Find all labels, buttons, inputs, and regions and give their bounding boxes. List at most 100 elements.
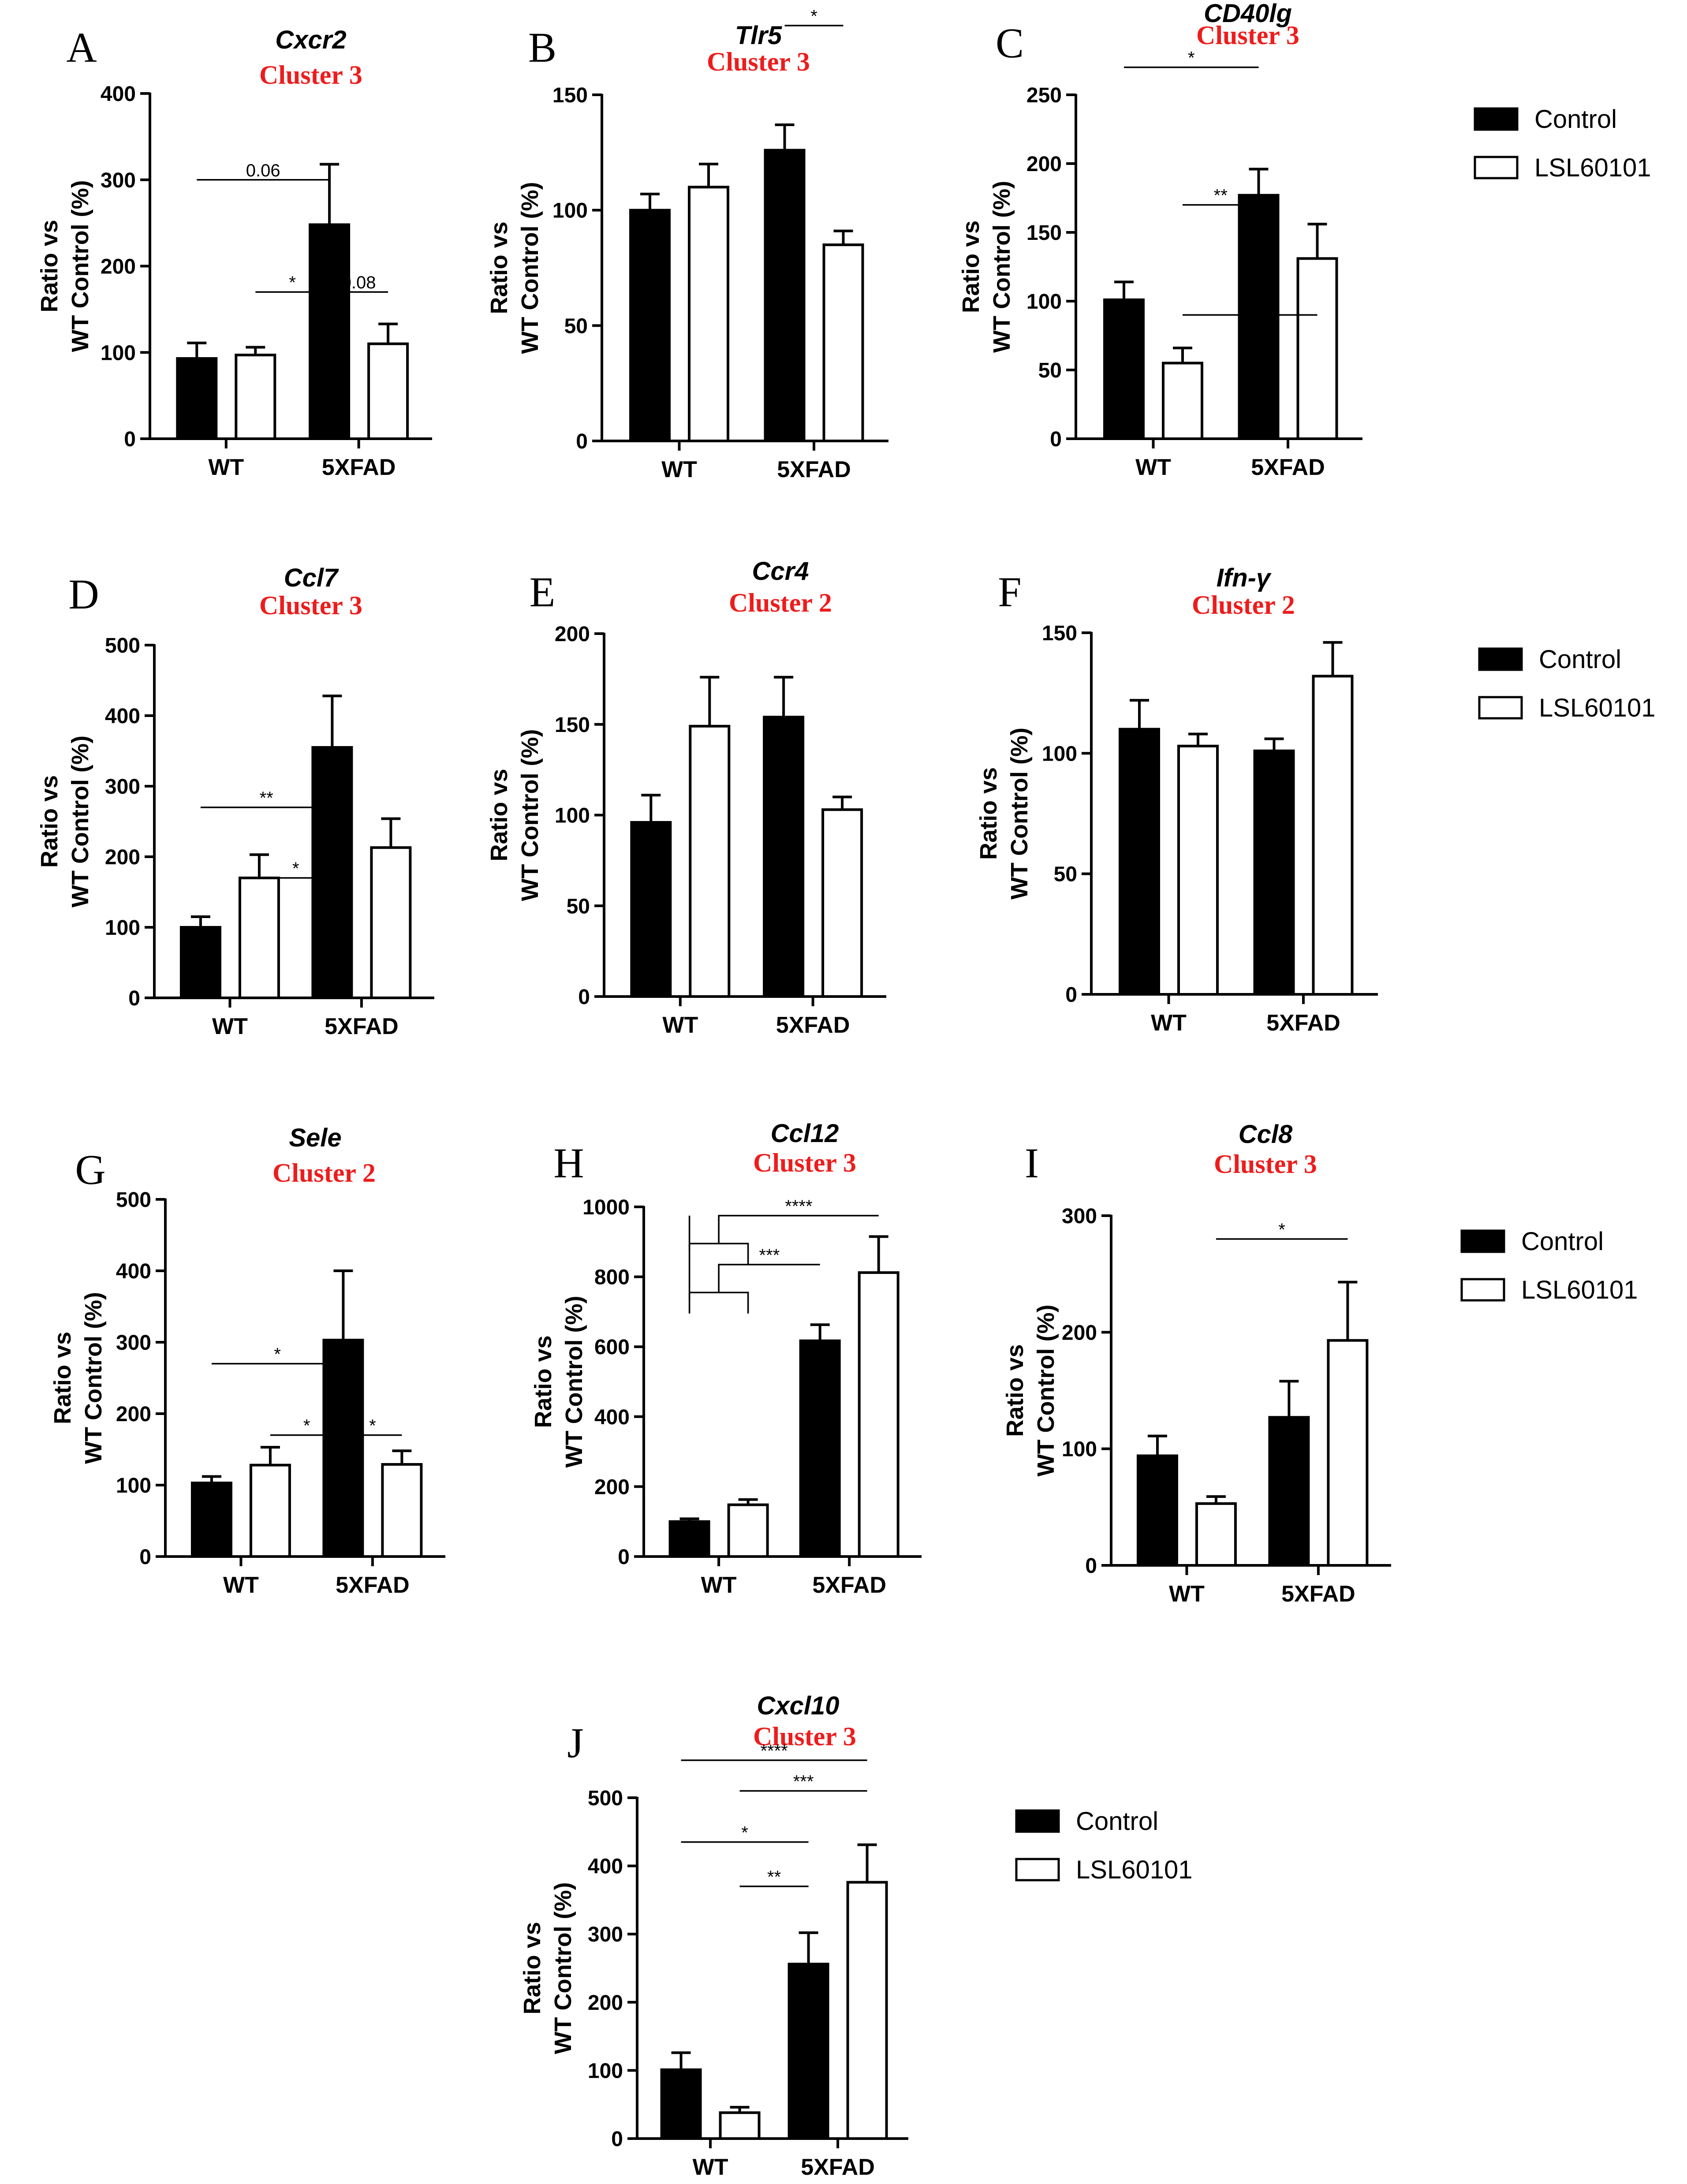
bar-lsl60101-5xfad [821, 808, 863, 998]
x-tick-label: 5XFAD [777, 457, 851, 482]
y-tick-label: 50 [1038, 359, 1062, 382]
legend-swatch-control [1015, 1809, 1060, 1833]
y-tick-label: 0 [576, 430, 588, 453]
bar-lsl60101-wt [249, 1463, 291, 1558]
y-tick-label: 100 [116, 1474, 151, 1497]
bar-lsl60101-wt [727, 1503, 769, 1558]
legend-label: LSL60101 [1076, 1855, 1192, 1884]
x-tick-label: 5XFAD [801, 2154, 875, 2180]
x-tick-label: 5XFAD [812, 1572, 886, 1598]
bar-control-5xfad [764, 149, 806, 443]
legend-label: Control [1521, 1227, 1604, 1256]
y-axis-label-line2: WT Control (%) [517, 729, 543, 901]
x-tick-label: 5XFAD [1266, 1010, 1340, 1036]
y-axis-label-line1: Ratio vs [975, 767, 1002, 860]
cluster-label: Cluster 2 [272, 1158, 376, 1187]
sig-label: * [289, 273, 296, 292]
y-tick-label: 250 [1026, 84, 1062, 107]
y-tick-label: 100 [105, 916, 140, 940]
y-axis-label-line1: Ratio vs [958, 220, 984, 313]
sig-label: **** [785, 1197, 812, 1216]
sig-label: * [369, 1416, 376, 1436]
legend: Control LSL60101 [1474, 105, 1651, 182]
chart-title: Tlr5 [735, 21, 782, 50]
sig-label: *** [759, 1246, 780, 1265]
bar-lsl60101-wt [238, 877, 280, 999]
y-axis-label-line2: WT Control (%) [1033, 1305, 1059, 1477]
y-axis-label: Ratio vs WT Control (%) [486, 729, 543, 901]
cluster-label: Cluster 3 [753, 1148, 856, 1177]
sig-bracket [688, 1215, 879, 1265]
y-axis-label-line1: Ratio vs [519, 1922, 545, 2014]
sig-label: * [292, 859, 299, 878]
y-axis-label-line2: WT Control (%) [67, 180, 93, 352]
y-tick-label: 200 [116, 1403, 151, 1426]
y-tick-label: 400 [105, 705, 140, 728]
bar-lsl60101-5xfad [381, 1463, 423, 1558]
x-tick-label: WT [661, 457, 697, 482]
x-tick-label: 5XFAD [322, 455, 396, 480]
y-axis-label: Ratio vs WT Control (%) [519, 1882, 576, 2054]
y-axis-label: Ratio vs WT Control (%) [49, 1292, 107, 1464]
y-tick-label: 150 [555, 713, 590, 737]
y-tick-label: 200 [1062, 1321, 1097, 1344]
panel-a: A Cxcr2 Cluster 3 0 100 200 300 400 Ratio vs WT C… [36, 24, 432, 480]
x-tick-label: WT [223, 1572, 259, 1598]
y-tick-label: 1000 [582, 1196, 630, 1219]
bar-control-wt [1103, 298, 1145, 440]
sig-label: * [741, 1823, 748, 1842]
bar-lsl60101-5xfad [367, 342, 409, 440]
y-tick-label: 200 [594, 1475, 630, 1499]
cluster-label: Cluster 3 [707, 47, 810, 76]
x-tick-label: WT [212, 1014, 248, 1039]
bar-lsl60101-5xfad [1296, 257, 1338, 441]
bar-control-5xfad [1253, 749, 1295, 996]
y-tick-label: 200 [588, 1991, 623, 2015]
bar-lsl60101-5xfad [1312, 675, 1354, 996]
bar-lsl60101-5xfad [370, 846, 412, 999]
y-axis-label-line2: WT Control (%) [80, 1292, 107, 1464]
bar-control-wt [630, 821, 672, 998]
cluster-label: Cluster 3 [1196, 21, 1299, 50]
sig-label: * [274, 1345, 281, 1364]
sig-label: *** [793, 1772, 814, 1792]
y-axis-label-line1: Ratio vs [530, 1335, 556, 1428]
x-tick-label: WT [1151, 1010, 1187, 1036]
x-tick-label: 5XFAD [776, 1012, 850, 1038]
y-tick-label: 100 [1062, 1438, 1097, 1461]
y-tick-label: 200 [101, 255, 136, 279]
y-tick-label: 100 [1042, 742, 1077, 765]
panel-letter: B [528, 24, 556, 71]
y-tick-label: 500 [105, 634, 140, 657]
x-tick-label: WT [1169, 1581, 1205, 1607]
y-axis-label: Ratio vs WT Control (%) [530, 1296, 587, 1468]
y-tick-label: 100 [101, 341, 136, 365]
y-axis-label-line2: WT Control (%) [989, 181, 1015, 353]
y-tick-label: 400 [588, 1855, 623, 1878]
cluster-label: Cluster 2 [1192, 590, 1295, 620]
y-axis-label-line1: Ratio vs [36, 220, 63, 312]
y-tick-label: 300 [588, 1923, 623, 1946]
legend-label: LSL60101 [1539, 694, 1655, 722]
panel-letter: H [553, 1139, 584, 1187]
y-axis-label-line1: Ratio vs [486, 221, 512, 314]
y-axis-label-line2: WT Control (%) [517, 182, 543, 354]
bar-lsl60101-wt [1177, 744, 1219, 996]
sig-label: ** [1214, 186, 1228, 205]
y-axis-label: Ratio vs WT Control (%) [1002, 1305, 1059, 1477]
x-tick-label: 5XFAD [1251, 455, 1325, 480]
y-tick-label: 100 [1026, 290, 1062, 314]
y-axis-label-line1: Ratio vs [49, 1332, 76, 1424]
y-tick-label: 100 [588, 2059, 623, 2083]
y-tick-label: 0 [618, 1546, 630, 1569]
y-tick-label: 0 [578, 986, 590, 1009]
y-tick-label: 500 [116, 1188, 151, 1212]
y-tick-label: 600 [594, 1336, 630, 1359]
bar-control-5xfad [788, 1963, 829, 2140]
bar-control-5xfad [309, 223, 351, 440]
sig-label: ** [767, 1867, 781, 1887]
